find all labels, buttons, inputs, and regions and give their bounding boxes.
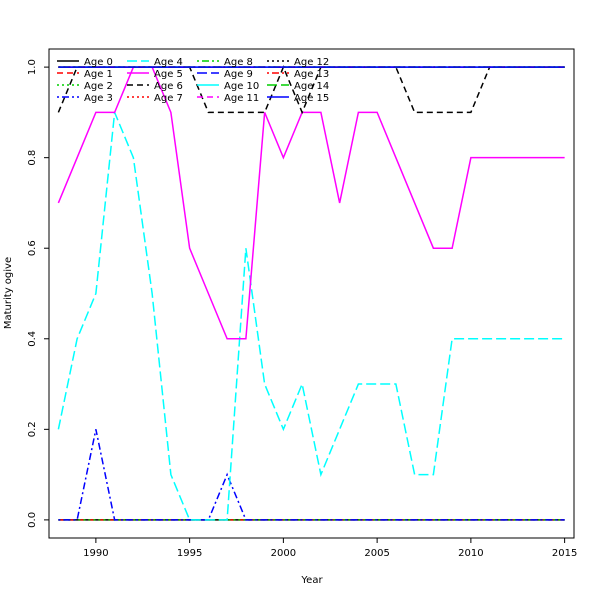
legend-item-age-6: Age 6 — [127, 81, 183, 92]
y-tick-label: 0.0 — [27, 512, 38, 528]
legend-label: Age 9 — [224, 69, 253, 80]
legend-label: Age 8 — [224, 57, 253, 68]
series-line-age-4 — [57, 112, 565, 521]
legend-item-age-9: Age 9 — [197, 69, 253, 80]
legend-label: Age 6 — [154, 81, 183, 92]
y-tick-label: 0.4 — [27, 331, 38, 347]
legend-item-age-5: Age 5 — [127, 69, 183, 80]
plot-frame — [48, 48, 575, 539]
x-tick-label: 2000 — [271, 548, 296, 559]
legend-item-age-0: Age 0 — [57, 57, 113, 68]
legend-item-age-12: Age 12 — [267, 57, 329, 68]
series-line-age-3 — [58, 429, 565, 521]
legend-label: Age 2 — [84, 81, 113, 92]
legend-item-age-7: Age 7 — [127, 93, 183, 104]
legend-item-age-15: Age 15 — [267, 93, 329, 104]
y-tick-label: 0.8 — [27, 150, 38, 166]
x-tick-label: 2015 — [552, 548, 577, 559]
legend-item-age-13: Age 13 — [267, 69, 329, 80]
legend-label: Age 0 — [84, 57, 113, 68]
legend-label: Age 14 — [294, 81, 329, 92]
legend-label: Age 10 — [224, 81, 259, 92]
legend-label: Age 11 — [224, 93, 259, 104]
legend-label: Age 5 — [154, 69, 183, 80]
legend-item-age-4: Age 4 — [127, 57, 183, 68]
x-axis: 1990 1995 2000 2005 2010 2015 — [83, 538, 577, 559]
legend-item-age-8: Age 8 — [197, 57, 253, 68]
x-axis-title: Year — [300, 575, 323, 586]
legend-label: Age 1 — [84, 69, 113, 80]
x-tick-label: 2010 — [458, 548, 483, 559]
legend-label: Age 3 — [84, 93, 113, 104]
legend-item-age-14: Age 14 — [267, 81, 329, 92]
y-axis-title: Maturity ogive — [3, 257, 14, 329]
legend-label: Age 12 — [294, 57, 329, 68]
legend-item-age-3: Age 3 — [57, 93, 113, 104]
legend-item-age-2: Age 2 — [57, 81, 113, 92]
legend-label: Age 15 — [294, 93, 329, 104]
x-tick-label: 1990 — [83, 548, 108, 559]
x-tick-label: 1995 — [177, 548, 202, 559]
x-tick-label: 2005 — [364, 548, 389, 559]
legend-item-age-11: Age 11 — [197, 93, 259, 104]
y-axis: 0.0 0.2 0.4 0.6 0.8 1.0 — [27, 59, 49, 528]
legend-label: Age 7 — [154, 93, 183, 104]
y-tick-label: 0.2 — [27, 421, 38, 437]
legend-item-age-1: Age 1 — [57, 69, 113, 80]
legend-label: Age 13 — [294, 69, 329, 80]
legend-item-age-10: Age 10 — [197, 81, 259, 92]
series-lines — [57, 65, 565, 521]
y-tick-label: 1.0 — [27, 59, 38, 75]
legend-label: Age 4 — [154, 57, 183, 68]
y-tick-label: 0.6 — [27, 240, 38, 256]
